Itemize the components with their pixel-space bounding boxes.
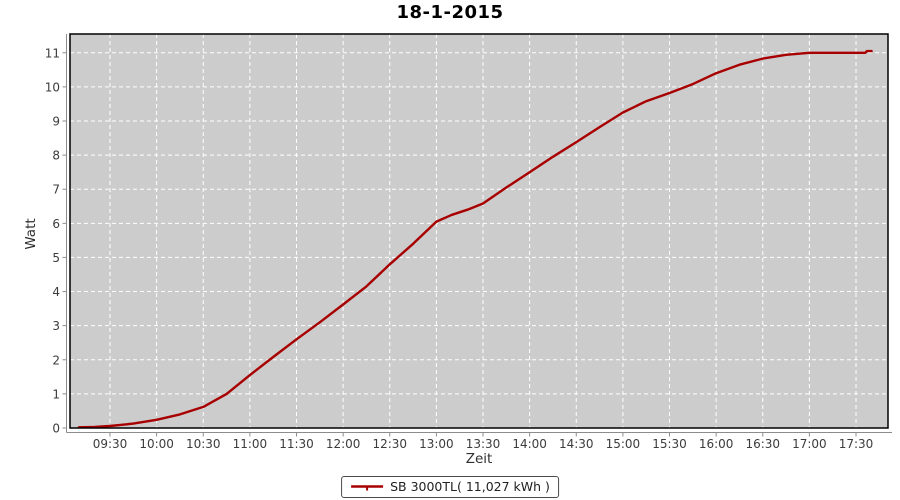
legend: SB 3000TL( 11,027 kWh ) bbox=[341, 476, 559, 498]
series-line-legend-icon bbox=[351, 485, 384, 491]
plot-background bbox=[70, 34, 888, 428]
x-tick-labels: 09:30 10:00 10:30 11:00 11:30 12:00 12:30 13:00… bbox=[93, 437, 874, 451]
svg-text:4: 4 bbox=[52, 285, 60, 299]
svg-text:2: 2 bbox=[52, 353, 60, 367]
svg-text:0: 0 bbox=[52, 422, 60, 436]
svg-text:14:00: 14:00 bbox=[512, 437, 547, 451]
series-line bbox=[77, 49, 873, 429]
svg-text:3: 3 bbox=[52, 319, 60, 333]
chart-title: 18-1-2015 bbox=[396, 2, 504, 23]
svg-text:10:00: 10:00 bbox=[139, 437, 174, 451]
x-axis-title: Zeit bbox=[465, 451, 493, 467]
svg-text:6: 6 bbox=[52, 217, 60, 231]
svg-text:14:30: 14:30 bbox=[559, 437, 594, 451]
svg-text:16:30: 16:30 bbox=[745, 437, 780, 451]
svg-text:10: 10 bbox=[45, 80, 60, 94]
svg-text:5: 5 bbox=[52, 251, 60, 265]
svg-text:7: 7 bbox=[52, 183, 60, 197]
svg-text:15:00: 15:00 bbox=[606, 437, 641, 451]
svg-text:1: 1 bbox=[52, 387, 60, 401]
svg-text:9: 9 bbox=[52, 114, 60, 128]
svg-text:12:30: 12:30 bbox=[372, 437, 407, 451]
svg-text:16:00: 16:00 bbox=[699, 437, 734, 451]
svg-text:10:30: 10:30 bbox=[186, 437, 221, 451]
y-axis-title: Watt bbox=[23, 218, 39, 250]
svg-text:09:30: 09:30 bbox=[93, 437, 128, 451]
svg-text:13:30: 13:30 bbox=[466, 437, 501, 451]
y-tick-labels: 0 1 2 3 4 5 6 7 8 9 10 11 bbox=[45, 46, 60, 435]
svg-text:11: 11 bbox=[45, 46, 60, 60]
svg-text:8: 8 bbox=[52, 149, 60, 163]
svg-text:11:00: 11:00 bbox=[233, 437, 268, 451]
svg-text:15:30: 15:30 bbox=[652, 437, 687, 451]
legend-series-label: SB 3000TL( 11,027 kWh ) bbox=[390, 479, 550, 494]
gridlines bbox=[70, 34, 888, 428]
svg-text:11:30: 11:30 bbox=[279, 437, 314, 451]
svg-text:12:00: 12:00 bbox=[326, 437, 361, 451]
svg-text:13:00: 13:00 bbox=[419, 437, 454, 451]
svg-text:17:30: 17:30 bbox=[839, 437, 874, 451]
plot-border bbox=[69, 33, 889, 429]
svg-text:17:00: 17:00 bbox=[792, 437, 827, 451]
axis-lines bbox=[62, 34, 892, 437]
